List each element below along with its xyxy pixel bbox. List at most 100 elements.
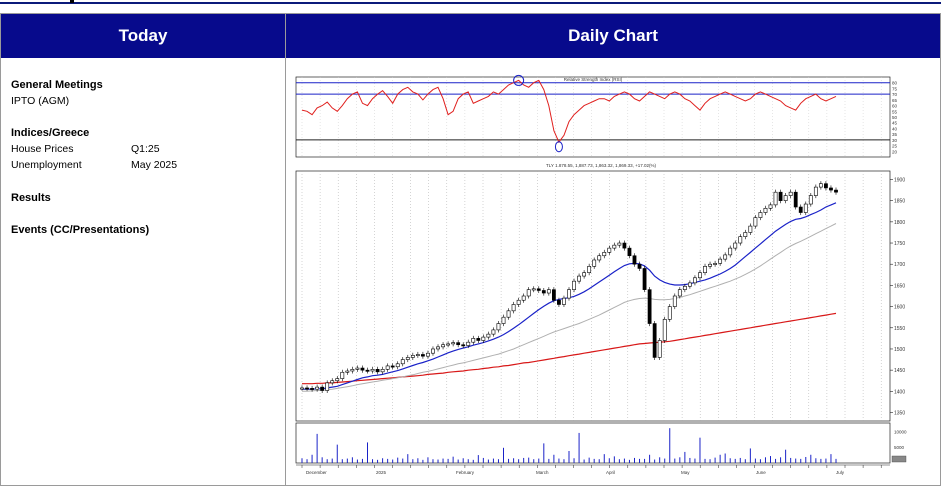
candle-body bbox=[355, 367, 360, 370]
rsi-tick-label: 25 bbox=[892, 144, 898, 149]
candle-body bbox=[773, 191, 778, 206]
rsi-tick-label: 75 bbox=[892, 86, 898, 91]
daily-chart: 80 75 70 65 60 55 50 45 40 35 30 25 20 Relative Stren… bbox=[286, 71, 940, 485]
candle-body bbox=[698, 272, 702, 279]
rsi-tick-label: 70 bbox=[892, 92, 898, 97]
indices-row-label: Unemployment bbox=[11, 159, 82, 171]
candle-body bbox=[466, 341, 471, 346]
candle-body bbox=[572, 280, 576, 290]
today-panel: Today General Meetings IPTO (AGM) Indice… bbox=[0, 13, 286, 486]
top-strip-mark bbox=[70, 0, 74, 3]
price-tick-label: 1750 bbox=[894, 241, 905, 247]
candle-body bbox=[743, 232, 748, 237]
candle-body bbox=[783, 195, 788, 201]
candle-body bbox=[415, 354, 420, 356]
candle-body bbox=[506, 310, 511, 318]
x-axis-label: April bbox=[606, 470, 615, 475]
ma-long-line bbox=[302, 312, 837, 385]
candle-body bbox=[557, 299, 561, 305]
candle-body bbox=[541, 290, 546, 294]
candle-body bbox=[748, 225, 753, 233]
candle-body bbox=[436, 346, 440, 350]
candle-body bbox=[647, 289, 652, 324]
candle-body bbox=[345, 370, 350, 373]
candlesticks bbox=[300, 181, 838, 394]
rsi-tick-label: 40 bbox=[892, 126, 898, 131]
candle-body bbox=[577, 275, 581, 282]
volume-scale-marker bbox=[891, 455, 907, 463]
candle-body bbox=[385, 365, 390, 370]
candle-body bbox=[688, 282, 692, 287]
candle-body bbox=[310, 388, 314, 390]
volume-frame bbox=[295, 422, 891, 464]
x-axis-label: December bbox=[306, 470, 327, 475]
candle-body bbox=[607, 247, 612, 253]
price-tick-label: 1800 bbox=[894, 220, 905, 226]
candle-body bbox=[587, 266, 592, 273]
ma-mid-line bbox=[302, 223, 837, 392]
candle-body bbox=[471, 338, 476, 343]
candle-body bbox=[562, 297, 566, 305]
indices-row-value: Q1:25 bbox=[131, 143, 160, 155]
candle-body bbox=[431, 348, 435, 354]
candle-body bbox=[637, 263, 642, 269]
volume-tick-label: 5000 bbox=[894, 445, 905, 450]
candle-body bbox=[486, 333, 491, 338]
candle-body bbox=[551, 289, 556, 301]
candle-body bbox=[330, 380, 335, 384]
candle-body bbox=[768, 204, 773, 209]
candle-body bbox=[546, 289, 551, 294]
x-axis-label: February bbox=[456, 470, 475, 475]
candle-body bbox=[803, 203, 808, 213]
indices-title: Indices/Greece bbox=[11, 127, 90, 139]
candle-body bbox=[501, 316, 506, 324]
candle-body bbox=[733, 242, 738, 249]
candle-body bbox=[360, 367, 365, 371]
candle-body bbox=[738, 236, 743, 244]
candle-body bbox=[627, 247, 632, 257]
candle-body bbox=[446, 343, 450, 346]
candle-body bbox=[375, 369, 380, 373]
candle-body bbox=[536, 288, 541, 291]
candle-body bbox=[405, 357, 410, 360]
candle-body bbox=[496, 323, 501, 331]
candle-body bbox=[451, 342, 456, 345]
candle-body bbox=[315, 386, 320, 390]
candle-body bbox=[798, 206, 803, 213]
rsi-tick-label: 80 bbox=[892, 81, 898, 86]
candle-body bbox=[300, 387, 304, 390]
candle-body bbox=[758, 212, 763, 218]
daily-chart-header: Daily Chart bbox=[286, 14, 940, 58]
price-tick-label: 1650 bbox=[894, 283, 905, 289]
candle-body bbox=[365, 369, 370, 372]
price-tick-label: 1600 bbox=[894, 305, 905, 311]
results-title: Results bbox=[11, 192, 51, 204]
candle-body bbox=[335, 378, 340, 382]
price-tick-label: 1900 bbox=[894, 177, 905, 183]
candle-body bbox=[813, 186, 818, 196]
price-tick-label: 1450 bbox=[894, 368, 905, 374]
candle-body bbox=[682, 285, 687, 290]
candle-body bbox=[763, 207, 768, 213]
candle-body bbox=[662, 319, 667, 341]
candle-body bbox=[395, 363, 400, 368]
indices-row-value: May 2025 bbox=[131, 159, 178, 171]
candle-body bbox=[703, 266, 707, 273]
rsi-tick-label: 30 bbox=[892, 138, 898, 143]
candle-body bbox=[612, 244, 617, 249]
x-axis-label: 2025 bbox=[376, 470, 387, 475]
candle-body bbox=[511, 304, 516, 312]
candle-body bbox=[340, 371, 345, 379]
indices-row-label: House Prices bbox=[11, 143, 74, 155]
candle-body bbox=[421, 354, 425, 357]
candle-body bbox=[410, 355, 415, 358]
rsi-tick-label: 65 bbox=[892, 98, 898, 103]
candle-body bbox=[632, 255, 637, 265]
candle-body bbox=[390, 365, 395, 368]
candle-body bbox=[693, 277, 697, 284]
candle-body bbox=[400, 359, 405, 365]
candle-body bbox=[788, 191, 793, 196]
candle-body bbox=[667, 306, 672, 320]
price-tick-label: 1850 bbox=[894, 199, 905, 205]
candle-body bbox=[824, 183, 828, 189]
